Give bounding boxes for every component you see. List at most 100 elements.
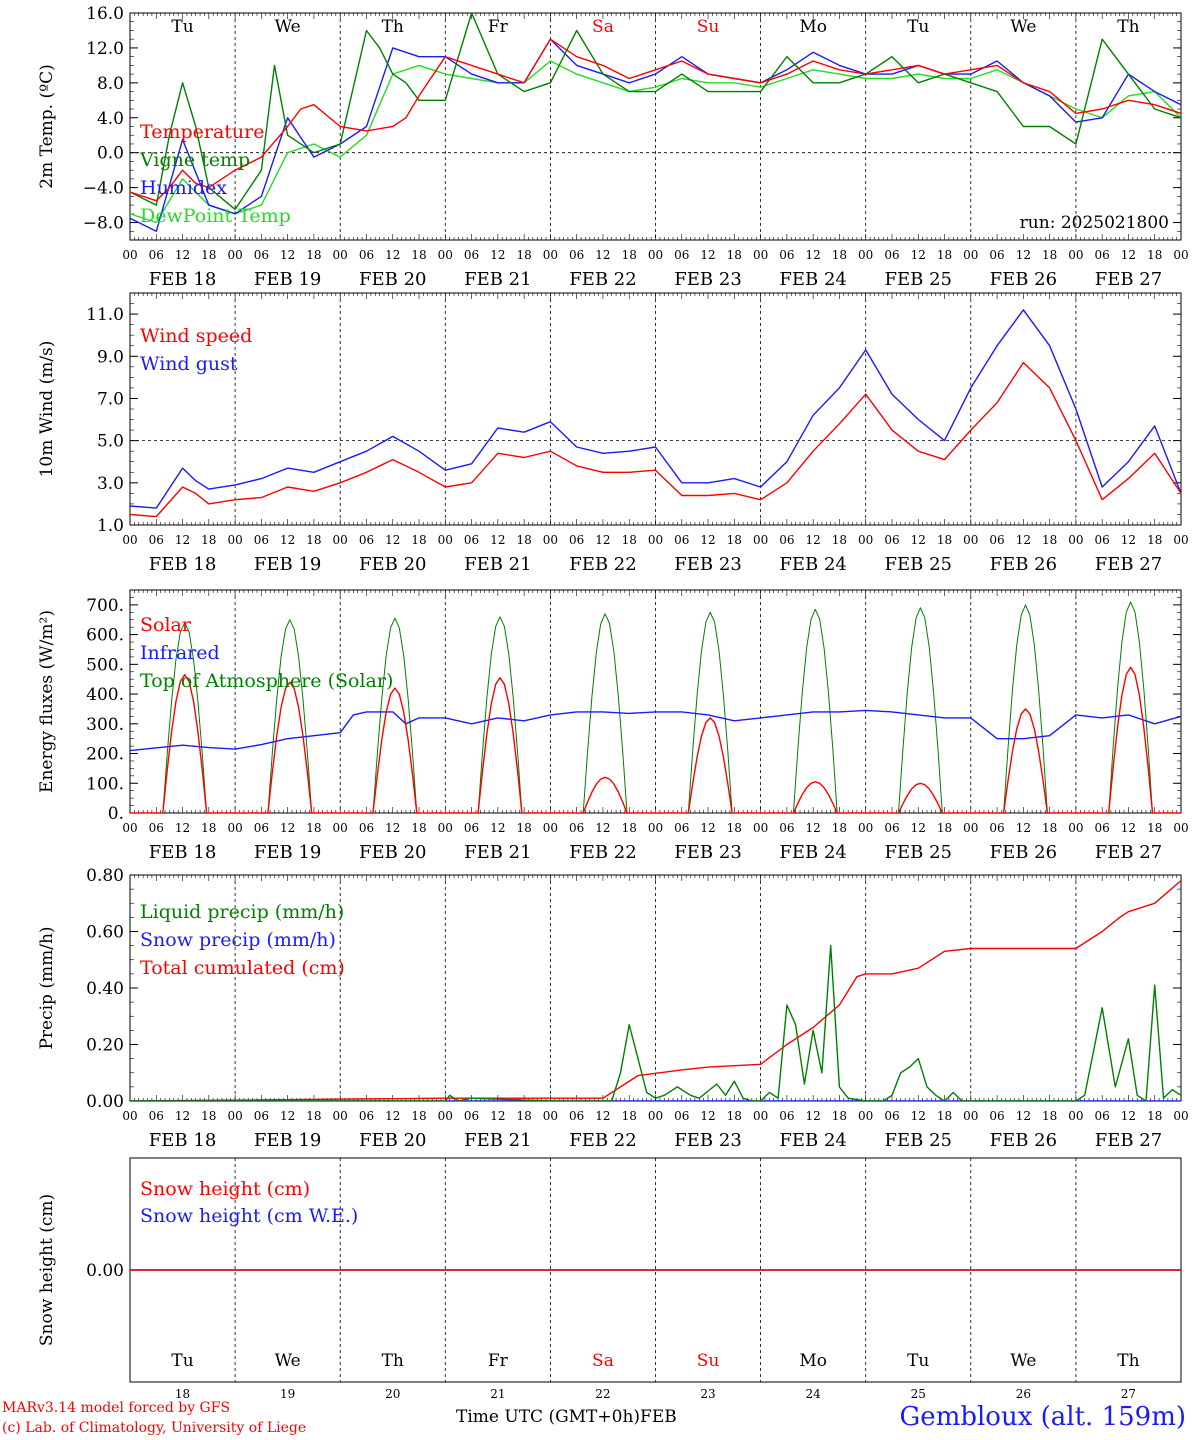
x-hour-label: 18 xyxy=(937,821,952,835)
series-line-3 xyxy=(130,601,1181,813)
x-hour-label: 12 xyxy=(280,1109,295,1123)
legend-entry: Snow precip (mm/h) xyxy=(140,929,336,951)
day-number-label: 21 xyxy=(490,1387,505,1401)
y-tick-label: 5.0 xyxy=(97,432,124,452)
x-date-label: FEB 27 xyxy=(1095,554,1162,575)
y-tick-label: 400. xyxy=(86,685,124,705)
x-date-label: FEB 24 xyxy=(779,1130,846,1151)
x-hour-label: 00 xyxy=(963,821,978,835)
panel-2: 1.0 3.0 5.0 7.0 9.0 11.0 10m Wind (m/s) 00 06 12 1… xyxy=(37,292,1189,575)
y-tick-label: 9.0 xyxy=(97,347,124,367)
y-tick-label: 0.00 xyxy=(86,1092,124,1112)
x-hour-label: 06 xyxy=(569,1109,584,1123)
y-tick-label: 600. xyxy=(86,626,124,646)
x-hour-label: 18 xyxy=(516,1109,531,1123)
x-hour-label: 00 xyxy=(122,1109,137,1123)
x-hour-label: 12 xyxy=(1121,533,1136,547)
x-date-label: FEB 27 xyxy=(1095,1130,1162,1151)
x-hour-label: 12 xyxy=(806,1109,821,1123)
day-number-label: 19 xyxy=(280,1387,295,1401)
y-tick-label: 11.0 xyxy=(86,305,124,325)
x-hour-label: 18 xyxy=(622,248,637,262)
y-tick-label: 8.0 xyxy=(97,74,124,94)
x-hour-label: 06 xyxy=(569,533,584,547)
x-hour-label: 00 xyxy=(753,821,768,835)
x-date-label: FEB 26 xyxy=(990,269,1057,290)
series-line-1 xyxy=(130,361,1181,518)
x-hour-label: 00 xyxy=(333,533,348,547)
y-tick-label: 0.20 xyxy=(86,1036,124,1056)
day-of-week-label: Mo xyxy=(799,17,827,37)
day-of-week-label: Su xyxy=(697,1351,720,1371)
x-hour-label: 00 xyxy=(543,248,558,262)
legend-entry: Wind speed xyxy=(140,325,252,347)
x-hour-label: 06 xyxy=(779,248,794,262)
series-line-1 xyxy=(130,944,1181,1101)
x-date-label: FEB 26 xyxy=(990,842,1057,863)
x-hour-label: 12 xyxy=(806,533,821,547)
day-of-week-label: We xyxy=(1010,1351,1036,1371)
x-hour-label: 06 xyxy=(1095,248,1110,262)
y-axis-label: Energy fluxes (W/m²) xyxy=(37,610,57,793)
series-line-3 xyxy=(130,38,1181,233)
x-date-label: FEB 20 xyxy=(359,842,426,863)
panel-1: −8.0 −4.0 0.0 4.0 8.0 12.0 16.0 2m Temp. (ºC) 00… xyxy=(37,4,1189,290)
x-hour-label: 06 xyxy=(1095,533,1110,547)
x-hour-label: 18 xyxy=(1147,533,1162,547)
x-hour-label: 00 xyxy=(1173,248,1188,262)
y-tick-label: −8.0 xyxy=(83,214,124,234)
x-hour-label: 18 xyxy=(1042,533,1057,547)
x-hour-label: 12 xyxy=(1121,248,1136,262)
x-hour-label: 18 xyxy=(411,821,426,835)
x-hour-label: 18 xyxy=(1042,248,1057,262)
y-tick-label: 0.40 xyxy=(86,979,124,999)
x-hour-label: 12 xyxy=(385,533,400,547)
x-hour-label: 06 xyxy=(884,1109,899,1123)
x-hour-label: 00 xyxy=(858,821,873,835)
series-line-3 xyxy=(130,880,1181,1101)
day-of-week-label: Fr xyxy=(488,17,509,37)
x-date-label: FEB 20 xyxy=(359,554,426,575)
x-hour-label: 12 xyxy=(700,248,715,262)
x-hour-label: 12 xyxy=(490,248,505,262)
x-hour-label: 12 xyxy=(700,1109,715,1123)
x-hour-label: 06 xyxy=(569,248,584,262)
x-hour-label: 12 xyxy=(175,248,190,262)
x-hour-label: 12 xyxy=(911,533,926,547)
x-hour-label: 18 xyxy=(516,821,531,835)
x-hour-label: 18 xyxy=(306,1109,321,1123)
day-number-label: 18 xyxy=(175,1387,190,1401)
series-line-2 xyxy=(130,709,1181,752)
day-number-label: 25 xyxy=(911,1387,926,1401)
x-hour-label: 06 xyxy=(359,533,374,547)
day-of-week-label: Sa xyxy=(592,1351,614,1371)
x-hour-label: 00 xyxy=(753,533,768,547)
y-tick-label: 700. xyxy=(86,596,124,616)
x-hour-label: 12 xyxy=(806,248,821,262)
x-hour-label: 00 xyxy=(227,248,242,262)
x-hour-label: 18 xyxy=(622,533,637,547)
x-date-label: FEB 23 xyxy=(674,842,741,863)
x-date-label: FEB 22 xyxy=(569,554,636,575)
y-tick-label: 100. xyxy=(86,774,124,794)
x-hour-label: 12 xyxy=(595,248,610,262)
day-of-week-label: Th xyxy=(382,1351,404,1371)
legend-entry: Vigne temp xyxy=(139,149,250,171)
x-hour-label: 00 xyxy=(648,1109,663,1123)
x-hour-label: 12 xyxy=(1016,1109,1031,1123)
day-number-label: 24 xyxy=(806,1387,822,1401)
x-hour-label: 18 xyxy=(937,533,952,547)
y-tick-label: 0. xyxy=(108,804,124,824)
x-hour-label: 00 xyxy=(1068,248,1083,262)
x-date-label: FEB 26 xyxy=(990,1130,1057,1151)
x-hour-label: 18 xyxy=(1147,1109,1162,1123)
legend-entry: Wind gust xyxy=(140,353,238,375)
x-date-label: FEB 25 xyxy=(885,269,952,290)
x-hour-label: 18 xyxy=(411,1109,426,1123)
x-hour-label: 00 xyxy=(1068,533,1083,547)
x-date-label: FEB 18 xyxy=(149,554,216,575)
x-hour-label: 06 xyxy=(464,821,479,835)
x-date-label: FEB 19 xyxy=(254,554,321,575)
y-tick-label: 4.0 xyxy=(97,109,124,129)
x-hour-label: 06 xyxy=(884,248,899,262)
